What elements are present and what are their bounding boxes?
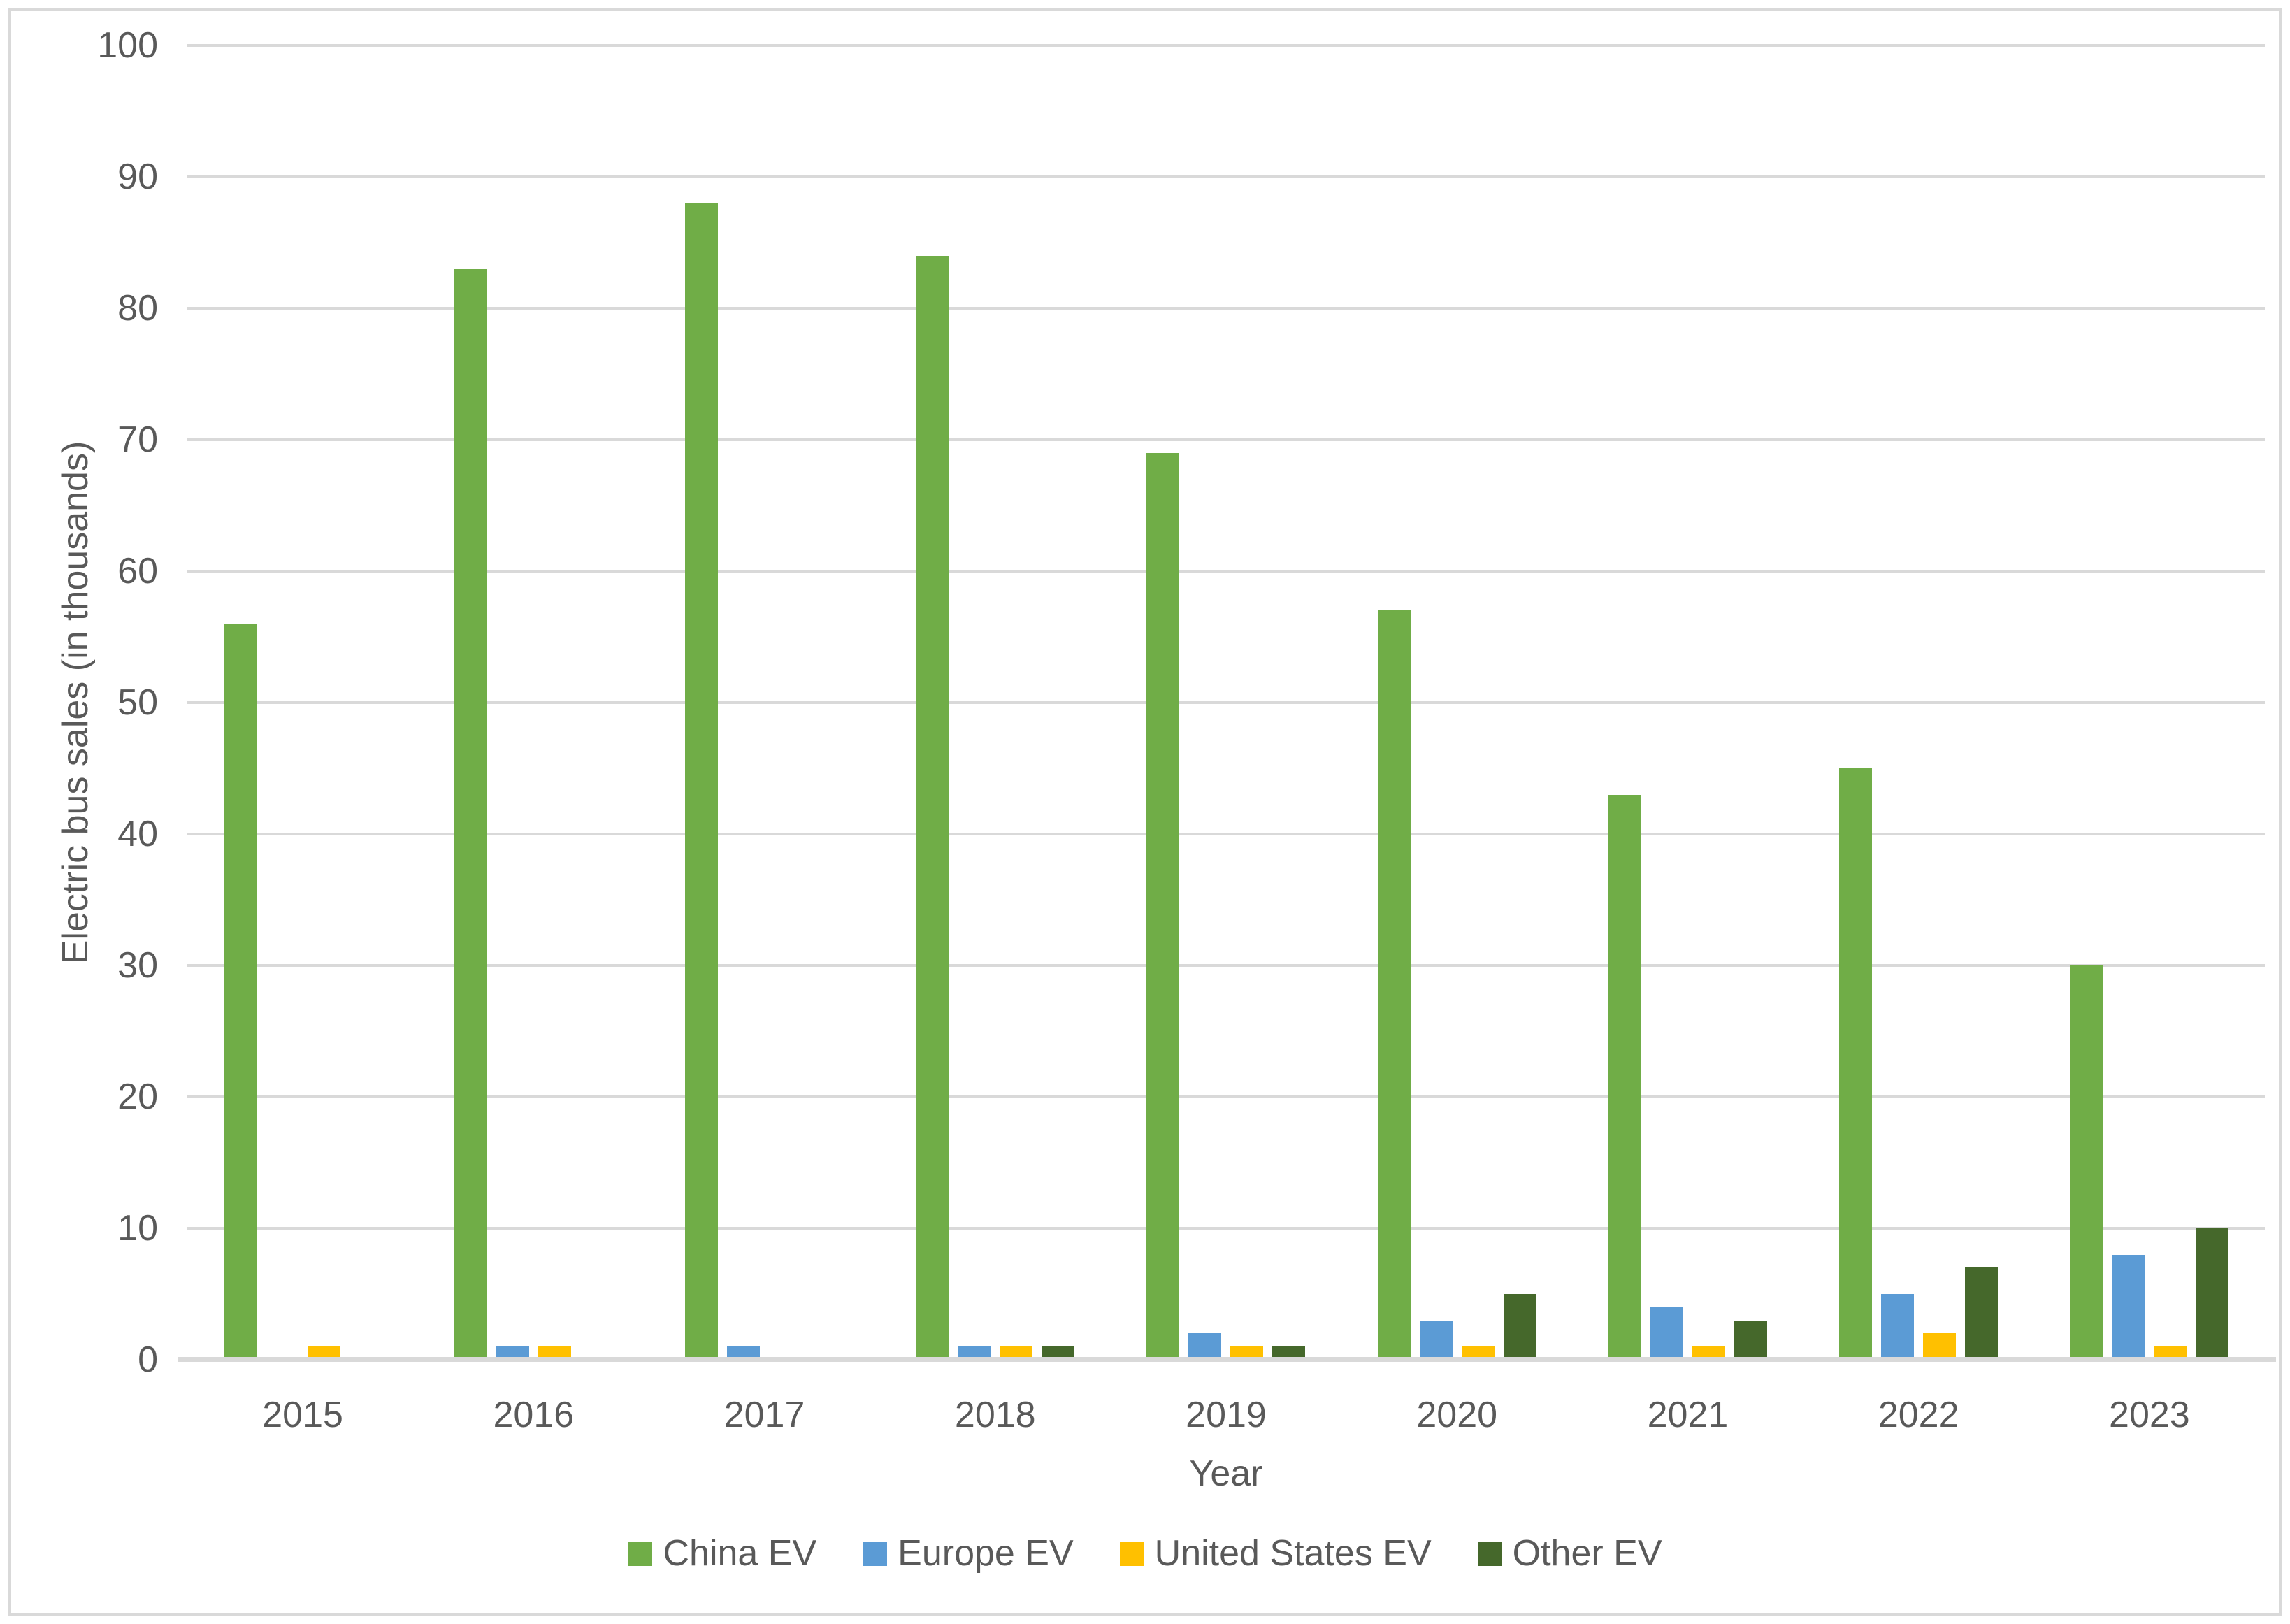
bar-europe-ev-2019	[1188, 1333, 1222, 1360]
x-tick-2022: 2022	[1878, 1395, 1959, 1435]
gridline-90	[187, 175, 2265, 178]
legend-label: Other EV	[1512, 1533, 1662, 1574]
legend-swatch-icon	[1477, 1541, 1502, 1566]
bar-group-2021	[1572, 45, 1803, 1360]
x-tick-2020: 2020	[1416, 1395, 1498, 1435]
x-tick-2017: 2017	[723, 1395, 805, 1435]
bar-united-states-ev-2022	[1923, 1333, 1957, 1360]
bar-united-states-ev-2021	[1692, 1346, 1725, 1360]
legend-label: China EV	[663, 1533, 817, 1574]
bar-united-states-ev-2019	[1230, 1346, 1264, 1360]
bar-europe-ev-2023	[2112, 1254, 2145, 1360]
bar-group-2023	[2034, 45, 2265, 1360]
legend-item-united-states-ev: United States EV	[1119, 1533, 1432, 1574]
legend-label: Europe EV	[898, 1533, 1074, 1574]
legend-item-europe-ev: Europe EV	[863, 1535, 1074, 1572]
bar-china-ev-2016	[454, 268, 487, 1360]
bar-europe-ev-2021	[1650, 1307, 1683, 1360]
bar-row	[880, 255, 1111, 1360]
x-tick-2018: 2018	[954, 1395, 1036, 1435]
bar-other-ev-2021	[1734, 1320, 1767, 1360]
bar-united-states-ev-2015	[307, 1346, 340, 1360]
bar-group-2015	[187, 45, 418, 1360]
x-tick-2023: 2023	[2109, 1395, 2190, 1435]
y-tick-0: 0	[138, 1339, 158, 1380]
gridline-10	[187, 1227, 2265, 1230]
y-tick-40: 40	[117, 814, 158, 854]
plot-area	[178, 44, 2276, 1362]
bar-china-ev-2023	[2070, 965, 2103, 1360]
bar-row	[649, 203, 879, 1360]
y-tick-20: 20	[117, 1077, 158, 1117]
gridline-20	[187, 1095, 2265, 1098]
bar-united-states-ev-2018	[1000, 1346, 1033, 1360]
bar-united-states-ev-2020	[1461, 1346, 1495, 1360]
bar-other-ev-2020	[1503, 1294, 1536, 1360]
bar-group-2022	[1803, 45, 2034, 1360]
bar-china-ev-2015	[223, 624, 257, 1360]
gridline-50	[187, 701, 2265, 704]
bar-group-2020	[1341, 45, 1572, 1360]
legend-swatch-icon	[628, 1541, 653, 1566]
bar-row	[1111, 452, 1341, 1360]
x-tick-2021: 2021	[1647, 1395, 1729, 1435]
gridline-100	[187, 44, 2265, 47]
bar-united-states-ev-2023	[2154, 1346, 2187, 1360]
bar-china-ev-2019	[1146, 452, 1180, 1360]
bar-china-ev-2017	[685, 203, 719, 1360]
y-tick-80: 80	[117, 288, 158, 329]
bar-row	[418, 268, 649, 1360]
legend-item-china-ev: China EV	[628, 1535, 816, 1572]
gridline-70	[187, 438, 2265, 441]
bar-other-ev-2023	[2196, 1228, 2229, 1360]
chart-border	[8, 8, 2282, 1616]
gridline-80	[187, 307, 2265, 310]
bar-europe-ev-2017	[727, 1346, 761, 1360]
bar-group-2019	[1111, 45, 1341, 1360]
bar-group-2018	[880, 45, 1111, 1360]
legend-swatch-icon	[1119, 1541, 1144, 1566]
legend-label: United States EV	[1154, 1533, 1432, 1574]
bar-row	[2034, 965, 2265, 1360]
bar-row	[1803, 768, 2034, 1360]
legend-swatch-icon	[863, 1541, 888, 1566]
x-tick-2019: 2019	[1186, 1395, 1267, 1435]
gridline-30	[187, 964, 2265, 967]
x-tick-2016: 2016	[493, 1395, 575, 1435]
legend: China EV Europe EV United States EV Other E…	[0, 1535, 2290, 1572]
bar-united-states-ev-2016	[538, 1346, 571, 1360]
y-tick-70: 70	[117, 419, 158, 460]
bar-china-ev-2021	[1608, 794, 1641, 1360]
bar-row	[1572, 794, 1803, 1360]
bar-other-ev-2018	[1042, 1346, 1075, 1360]
bar-row	[187, 624, 418, 1360]
bar-china-ev-2020	[1377, 610, 1411, 1360]
y-tick-100: 100	[97, 25, 158, 66]
y-tick-60: 60	[117, 551, 158, 591]
bar-group-2016	[418, 45, 649, 1360]
bar-other-ev-2022	[1965, 1267, 1999, 1360]
y-tick-10: 10	[117, 1208, 158, 1249]
gridline-60	[187, 570, 2265, 573]
bar-other-ev-2019	[1272, 1346, 1306, 1360]
bar-china-ev-2022	[1839, 768, 1873, 1360]
y-tick-30: 30	[117, 945, 158, 986]
x-tick-2015: 2015	[262, 1395, 343, 1435]
bar-europe-ev-2018	[958, 1346, 991, 1360]
bar-group-2017	[649, 45, 879, 1360]
x-axis-title: Year	[1189, 1453, 1263, 1494]
x-axis-line	[178, 1357, 2276, 1362]
bar-europe-ev-2016	[496, 1346, 529, 1360]
bar-europe-ev-2020	[1419, 1320, 1453, 1360]
bar-europe-ev-2022	[1881, 1294, 1915, 1360]
y-tick-50: 50	[117, 682, 158, 723]
legend-item-other-ev: Other EV	[1477, 1533, 1662, 1574]
bar-row	[1341, 610, 1572, 1360]
bar-china-ev-2018	[916, 255, 949, 1360]
y-tick-90: 90	[117, 157, 158, 197]
gridline-40	[187, 833, 2265, 835]
